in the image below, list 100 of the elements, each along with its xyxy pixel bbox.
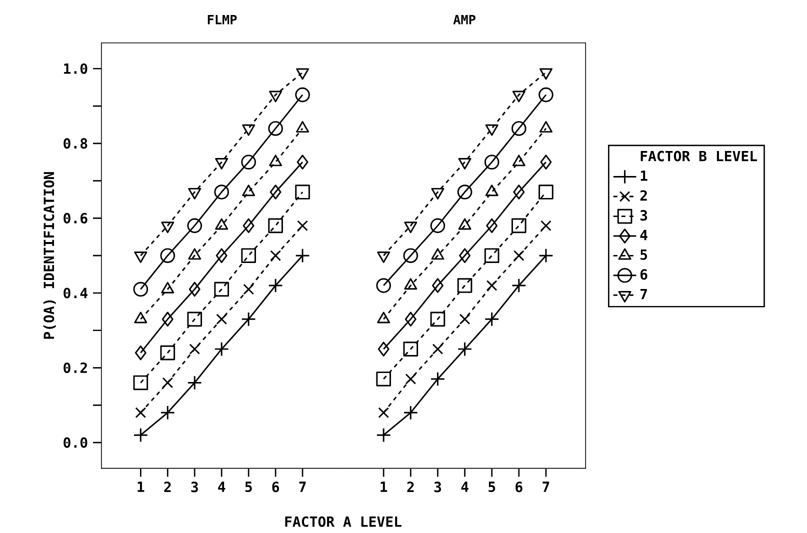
point [268,121,283,136]
point [241,154,256,170]
point [134,345,146,360]
y-axis-title: P(OA) IDENTIFICATION [43,172,56,339]
x-tick-label: 4 [461,482,468,492]
point [512,121,526,136]
point [403,248,418,263]
point [430,312,446,327]
point [432,344,444,355]
point [133,282,148,297]
point [187,218,202,234]
point [162,377,174,388]
legend-label: 4 [640,230,648,240]
point [188,188,202,200]
point [512,218,526,234]
point [269,90,282,102]
point [134,252,148,263]
point [431,188,444,200]
point [243,284,254,295]
point [242,218,254,234]
y-tick-label: 0.4 [64,288,88,298]
legend-label: 1 [640,170,648,181]
x-tick-label: 7 [299,482,306,492]
point [216,248,228,263]
point [484,248,500,263]
x-tick-label: 5 [245,482,252,492]
chart-title: FLMP [208,14,237,24]
x-tick-label: 1 [380,482,388,492]
x-tick-label: 4 [218,482,226,492]
point [216,314,228,325]
point [485,124,498,136]
point [270,184,282,200]
point [270,250,282,262]
point [378,342,390,356]
point [214,282,230,297]
point [403,342,418,356]
legend-label: 3 [640,210,648,221]
point [457,278,472,293]
x-tick-label: 3 [191,482,198,492]
point [161,222,174,234]
point [297,220,308,232]
x-tick-label: 6 [272,482,280,492]
point [538,87,554,102]
y-tick-label: 0.6 [64,212,88,224]
point [459,314,470,325]
point [540,220,552,232]
point [162,312,174,327]
point [135,407,146,418]
point [295,184,310,200]
x-tick-label: 7 [542,482,550,492]
x-axis-title: FACTOR A LEVEL [285,516,402,527]
point [486,280,498,291]
x-tick-label: 3 [434,482,442,492]
legend-label: 2 [640,190,647,201]
y-tick-label: 0.0 [64,437,88,448]
point [404,312,416,327]
point [404,222,418,234]
point [242,124,256,136]
point [296,68,310,80]
point [457,184,472,200]
point [133,375,148,390]
point [377,252,390,263]
x-tick-label: 5 [488,482,496,492]
point [540,154,552,170]
x-tick-label: 2 [407,482,414,492]
point [378,407,390,418]
point [430,218,446,234]
point [513,184,525,200]
point [459,248,471,263]
point [376,278,391,293]
legend-label: 7 [640,288,647,300]
point [458,158,472,170]
point [405,374,416,384]
x-tick-label: 2 [164,482,171,492]
point [187,312,202,327]
legend-title: FACTOR B LEVEL [640,150,757,162]
point [512,90,526,102]
point [160,345,176,360]
y-tick-label: 0.8 [64,138,88,149]
y-tick-label: 1.0 [64,63,88,74]
point [160,248,176,263]
point [538,184,554,200]
chart-title: AMP [453,14,476,24]
point [214,184,230,200]
point [241,248,256,263]
legend-label: 6 [640,269,648,280]
x-tick-label: 6 [516,482,522,492]
point [513,250,524,262]
point [188,282,200,297]
point [295,87,310,102]
x-tick-label: 1 [138,482,144,492]
point [296,154,308,170]
point [189,344,200,355]
point [539,68,552,80]
point [268,218,283,234]
point [215,158,228,170]
point [486,218,498,234]
legend-label: 5 [640,250,648,260]
point [484,154,500,170]
y-tick-label: 0.2 [64,362,87,374]
